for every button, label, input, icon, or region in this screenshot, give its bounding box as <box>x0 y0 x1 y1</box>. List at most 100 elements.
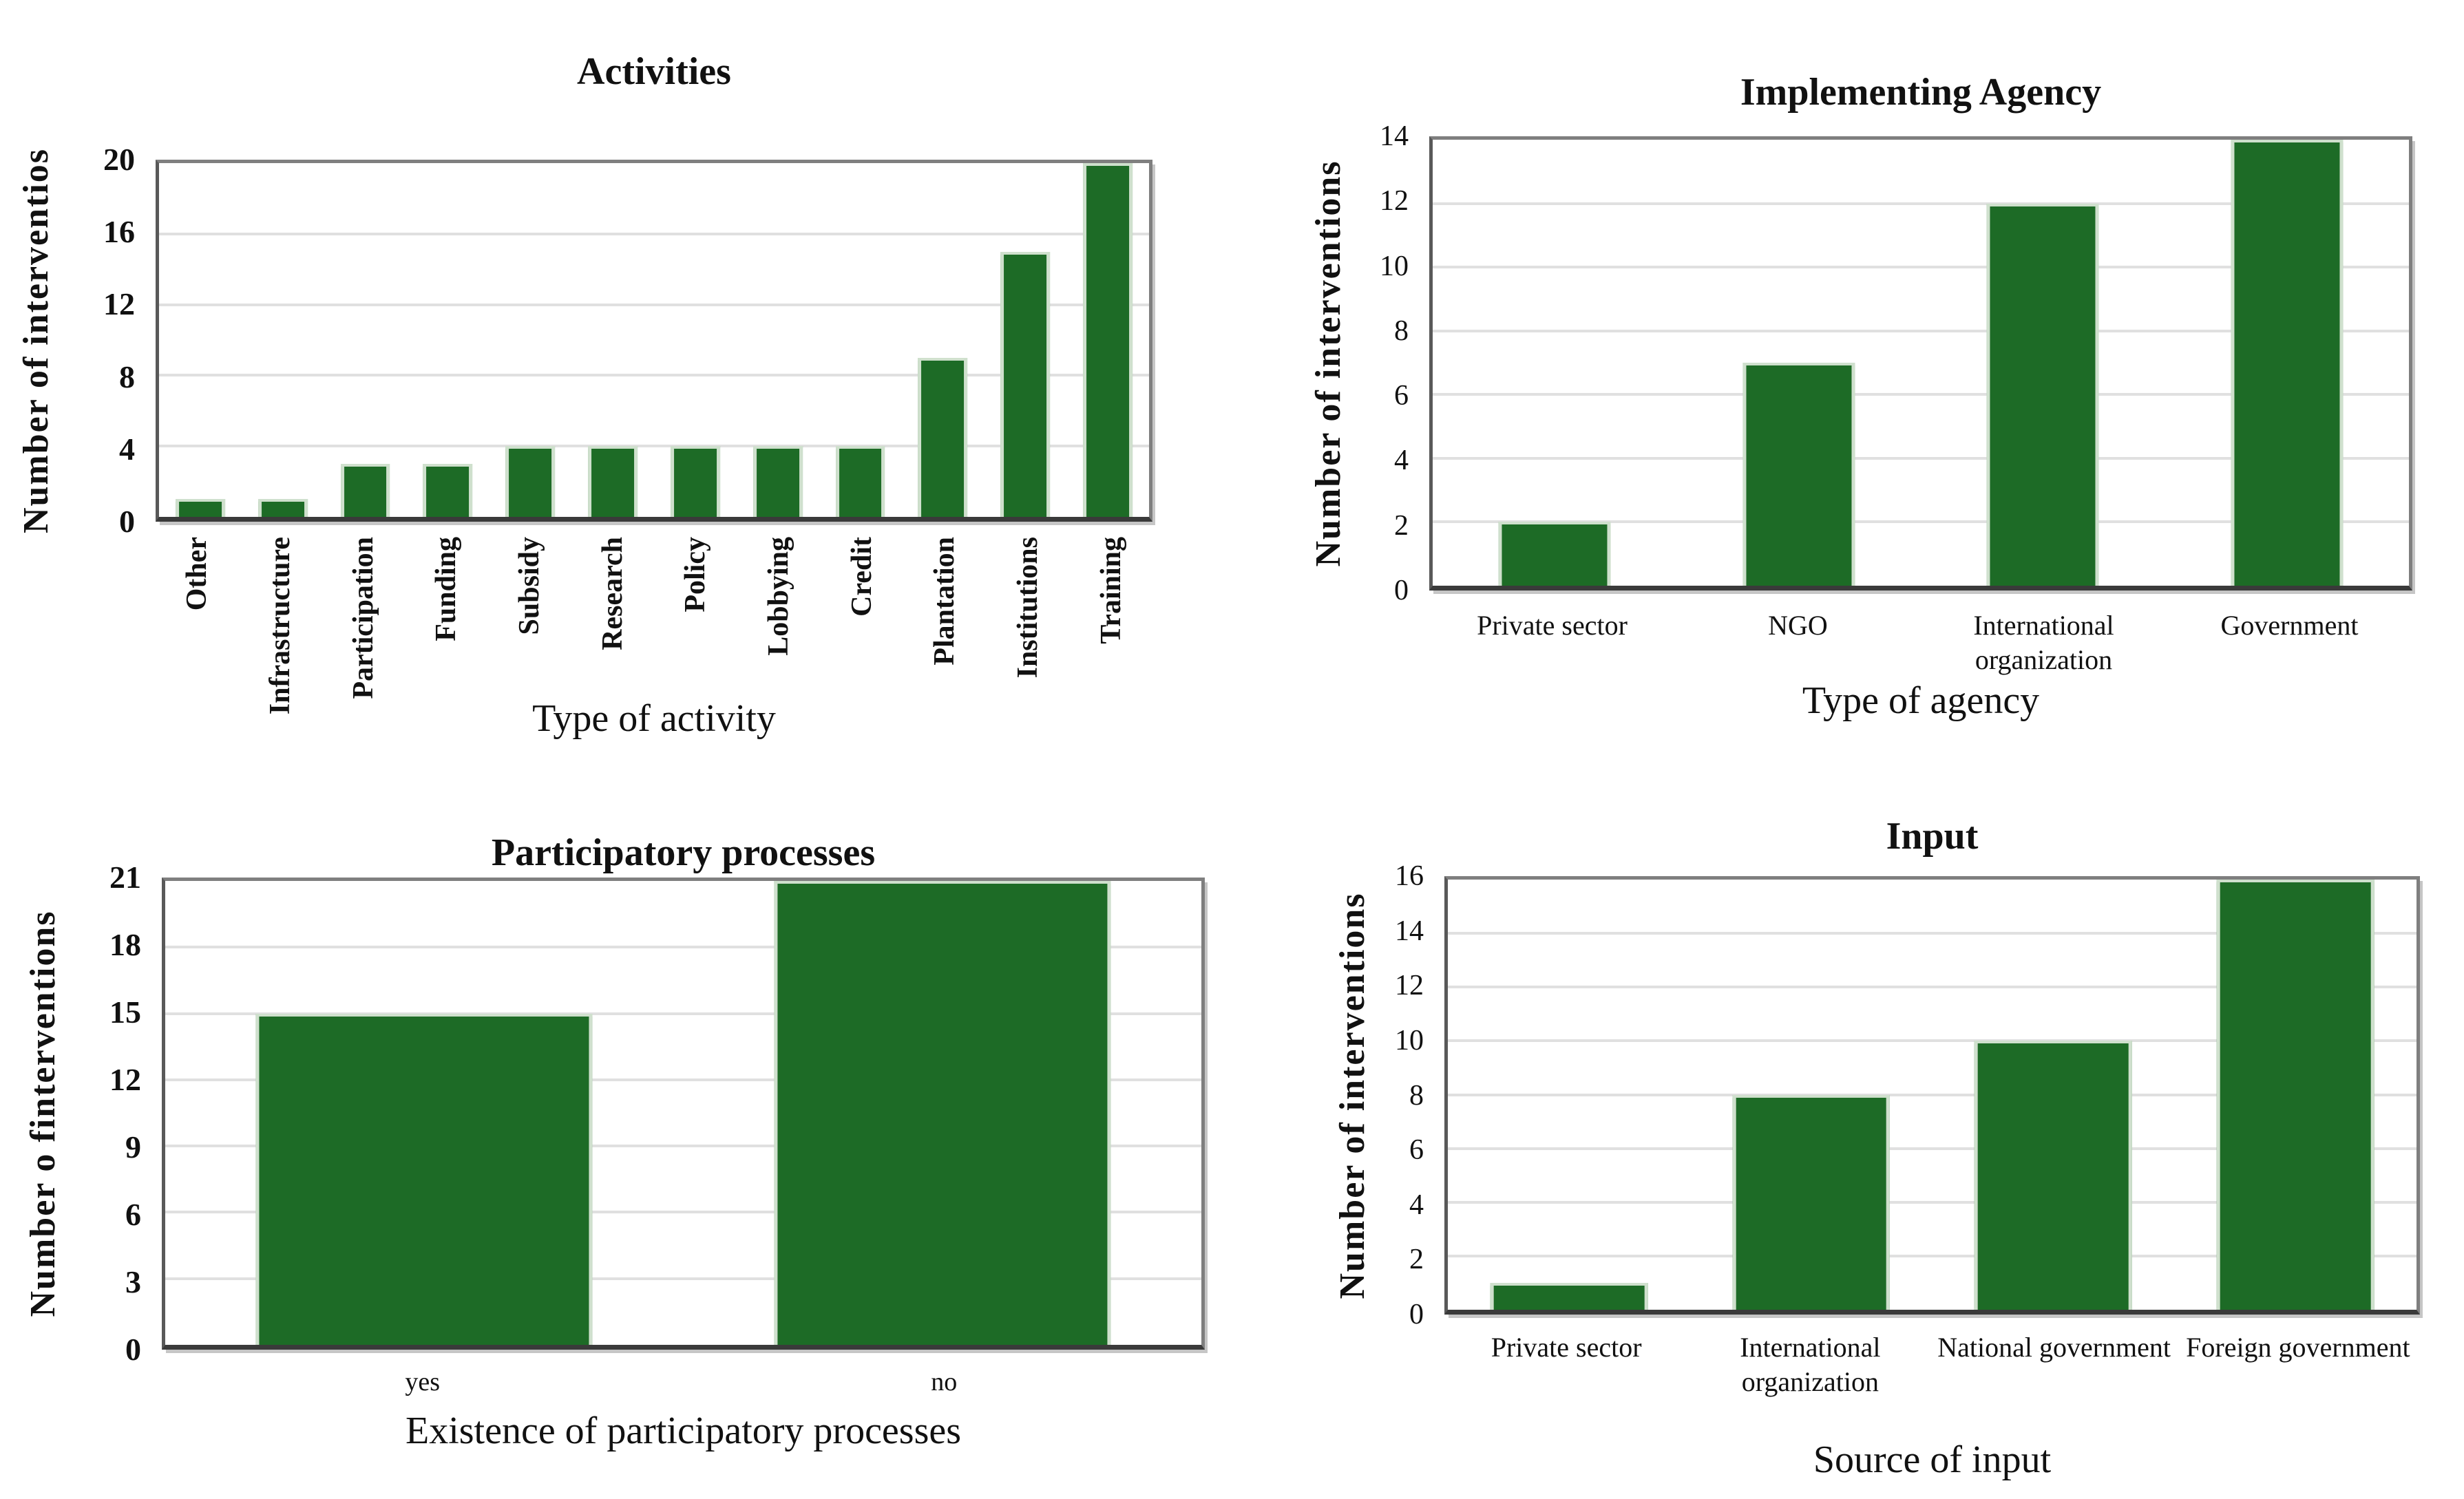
y-tick-label: 14 <box>1380 120 1409 152</box>
x-tick-label: Other <box>181 537 213 611</box>
gridline <box>165 1012 1201 1015</box>
x-tick-label: Infrastructure <box>264 537 296 715</box>
y-tick-label: 6 <box>125 1197 141 1232</box>
bar-no <box>774 881 1111 1345</box>
bar-government <box>2231 140 2344 586</box>
gridlines-layer <box>165 881 1201 1345</box>
x-tick-label: National government <box>1937 1332 2171 1363</box>
y-tick-label: 21 <box>109 860 141 895</box>
bar-institutions <box>1000 251 1051 517</box>
bars-layer <box>1433 140 2409 586</box>
x-tick-label: Government <box>2220 610 2359 641</box>
chart-input: Input Number of interventions 0 2 4 6 8 10 12 1… <box>1232 750 2464 1499</box>
chart-title: Implementing Agency <box>1740 71 2102 114</box>
y-tick-label: 8 <box>1394 315 1409 347</box>
y-tick-labels: 0 2 4 6 8 10 12 14 <box>1301 122 1409 605</box>
plot-area <box>1444 876 2420 1315</box>
gridline <box>165 946 1201 949</box>
bar-policy <box>670 446 720 517</box>
y-tick-label: 12 <box>1380 185 1409 217</box>
gridline <box>159 374 1149 377</box>
gridline <box>1433 456 2409 460</box>
x-tick-label: Plantation <box>929 537 961 666</box>
bar-ngo <box>1742 363 1855 586</box>
gridline <box>1433 329 2409 332</box>
gridline <box>165 1078 1201 1081</box>
x-tick-label: Lobbying <box>762 537 794 656</box>
y-tick-label: 4 <box>119 431 135 467</box>
x-tick-label: Foreign government <box>2186 1332 2410 1363</box>
x-tick-label: Subsidy <box>513 537 545 635</box>
bar-national-government <box>1975 1041 2132 1310</box>
y-tick-label: 10 <box>1395 1024 1424 1056</box>
y-tick-label: 4 <box>1409 1189 1424 1221</box>
y-tick-label: 8 <box>119 359 135 394</box>
y-tick-label: 12 <box>103 286 135 322</box>
y-tick-labels: 0 2 4 6 8 10 12 14 16 <box>1315 862 1424 1329</box>
bar-lobbying <box>752 446 803 517</box>
x-axis-label: Type of agency <box>1802 679 2040 722</box>
y-tick-label: 0 <box>1409 1299 1424 1330</box>
x-tick-label: no <box>931 1368 958 1396</box>
y-tick-label: 12 <box>109 1062 141 1097</box>
bar-infrastructure <box>257 499 308 517</box>
y-tick-label: 14 <box>1395 915 1424 947</box>
y-tick-label: 16 <box>1395 860 1424 892</box>
bar-plantation <box>918 357 968 517</box>
y-tick-label: 4 <box>1394 445 1409 477</box>
gridline <box>159 445 1149 448</box>
gridline <box>165 1211 1201 1214</box>
gridlines-layer <box>1448 880 2416 1310</box>
chart-title: Input <box>1886 815 1979 858</box>
x-tick-label: Private sector <box>1491 1332 1642 1363</box>
gridline <box>1448 1039 2416 1043</box>
y-tick-label: 9 <box>125 1129 141 1165</box>
x-tick-label: Participation <box>347 537 379 699</box>
x-tick-label: Research <box>596 537 629 650</box>
plot-area <box>1429 136 2412 591</box>
x-tick-label: Private sector <box>1477 610 1628 641</box>
y-tick-label: 3 <box>125 1264 141 1299</box>
y-tick-label: 16 <box>103 214 135 250</box>
bar-other <box>175 499 225 517</box>
y-tick-label: 12 <box>1395 970 1424 1002</box>
x-tick-label: Credit <box>845 537 878 617</box>
x-tick-label: Policy <box>680 537 712 613</box>
plot-area <box>156 160 1152 522</box>
bar-international-organization <box>1986 203 2099 586</box>
chart-activities: Activities Number of interventios 0 4 8 12 1… <box>0 0 1232 750</box>
gridline <box>1448 1093 2416 1096</box>
bar-participation <box>340 463 390 517</box>
bar-private-sector <box>1498 522 1611 586</box>
chart-title: Participatory processes <box>491 831 876 875</box>
gridline <box>165 1145 1201 1148</box>
y-tick-label: 20 <box>103 142 135 177</box>
y-tick-label: 18 <box>109 927 141 962</box>
bar-private-sector <box>1490 1282 1648 1310</box>
x-tick-label: Institutions <box>1011 537 1044 679</box>
bar-subsidy <box>505 446 556 517</box>
y-tick-label: 8 <box>1409 1079 1424 1112</box>
x-axis-label: Source of input <box>1813 1438 2052 1481</box>
x-tick-label: yes <box>405 1368 441 1396</box>
x-tick-label: International organization <box>1740 1332 1881 1397</box>
x-axis-label: Existence of participatory processes <box>405 1410 962 1452</box>
chart-title: Activities <box>577 50 731 94</box>
x-tick-label: Funding <box>430 537 463 641</box>
bar-funding <box>423 463 473 517</box>
y-tick-labels: 0 3 6 9 12 15 18 21 <box>31 862 141 1365</box>
bars-layer <box>165 881 1201 1345</box>
bar-foreign-government <box>2216 880 2375 1310</box>
gridline <box>1433 202 2409 205</box>
gridline <box>159 303 1149 306</box>
x-tick-labels: Private sector NGO International organizat… <box>1429 602 2412 712</box>
y-tick-label: 0 <box>1394 575 1409 606</box>
plot-area <box>162 878 1205 1350</box>
bar-research <box>588 446 638 517</box>
gridline <box>1433 393 2409 396</box>
gridline <box>165 1277 1201 1280</box>
y-tick-labels: 0 4 8 12 16 20 <box>28 144 135 538</box>
gridlines-layer <box>159 163 1149 517</box>
y-tick-label: 2 <box>1394 509 1409 542</box>
y-tick-label: 6 <box>1394 380 1409 412</box>
